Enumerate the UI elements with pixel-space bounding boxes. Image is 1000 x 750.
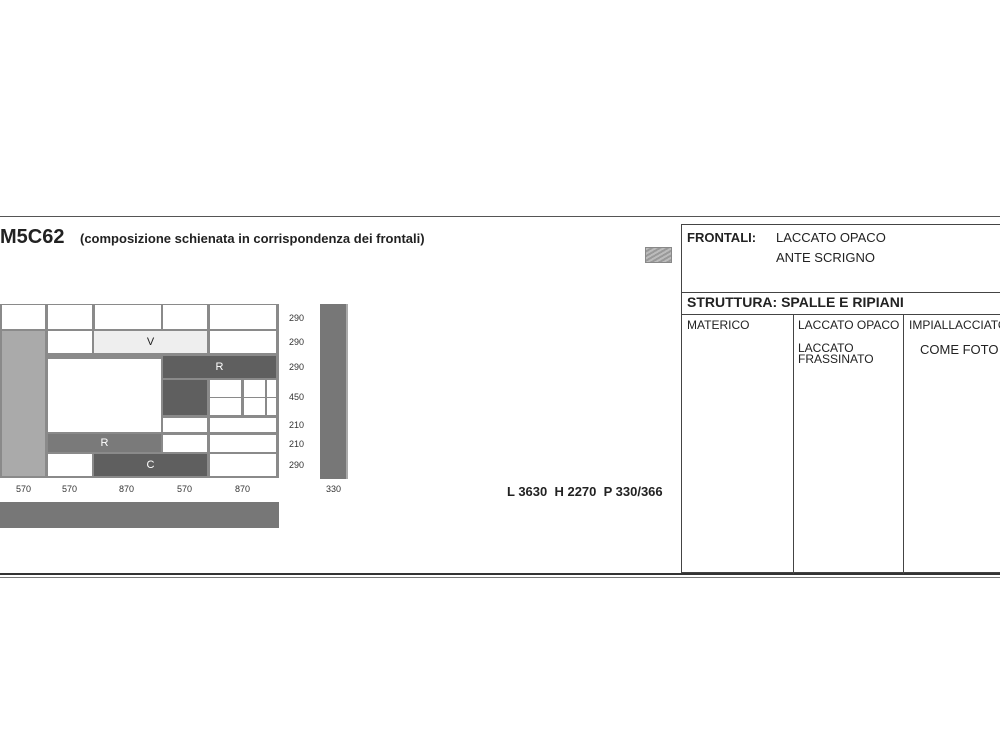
top-rule — [0, 216, 1000, 217]
laccato-opaco: LACCATO OPACO — [798, 318, 900, 332]
panel-r-top: R — [163, 356, 276, 378]
finish-table: FRONTALI: LACCATO OPACO ANTE SCRIGNO STR… — [681, 224, 1000, 574]
frontali-value: LACCATO OPACO — [776, 230, 886, 245]
glass-door — [2, 331, 45, 476]
plan-view — [0, 502, 279, 528]
material-swatch — [645, 247, 672, 263]
frontali-value: ANTE SCRIGNO — [776, 250, 875, 265]
panel-c: C — [94, 454, 207, 476]
impiallacciato: IMPIALLACCIATO — [909, 318, 1000, 332]
bottom-rule-2 — [0, 577, 1000, 578]
bottom-rule — [0, 573, 1000, 575]
struttura-label: STRUTTURA: SPALLE E RIPIANI — [687, 294, 904, 310]
side-view — [320, 304, 348, 479]
model-subtitle: (composizione schienata in corrispondenz… — [80, 231, 425, 246]
composition-drawing: V R R C — [0, 304, 279, 478]
frontali-label: FRONTALI: — [687, 230, 757, 245]
come-foto: COME FOTO — [920, 342, 999, 357]
overall-dimensions: L 3630 H 2270 P 330/366 — [507, 484, 663, 499]
panel-v: V — [94, 331, 207, 353]
laccato-frassinato: LACCATO FRASSINATO — [798, 341, 874, 366]
materico: MATERICO — [687, 318, 750, 332]
model-code: M5C62 — [0, 226, 65, 248]
panel-r-mid: R — [48, 434, 161, 452]
